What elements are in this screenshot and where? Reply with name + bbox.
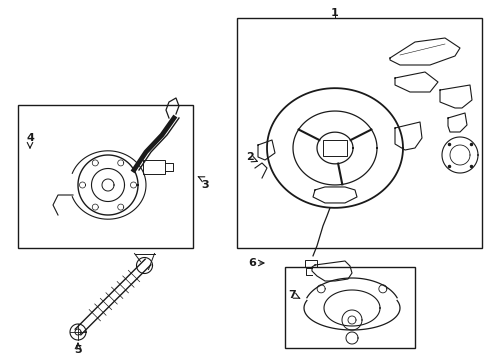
Text: 6: 6: [248, 258, 256, 268]
Text: 5: 5: [74, 345, 82, 355]
Text: 1: 1: [331, 8, 339, 18]
Bar: [143, 160, 165, 174]
Bar: [323, 140, 347, 156]
Bar: [285, 267, 415, 348]
Text: 2: 2: [246, 152, 254, 162]
Bar: [18, 105, 193, 248]
Bar: [237, 18, 482, 248]
Text: 7: 7: [288, 290, 296, 300]
Text: 3: 3: [201, 180, 209, 190]
Text: 4: 4: [26, 133, 34, 143]
Bar: [305, 260, 317, 267]
